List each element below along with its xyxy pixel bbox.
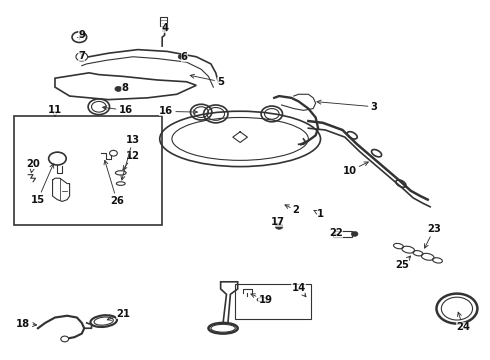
Text: 16: 16: [102, 105, 133, 115]
Text: 9: 9: [78, 30, 85, 40]
Text: 11: 11: [48, 105, 62, 117]
Text: 8: 8: [119, 83, 128, 93]
Circle shape: [72, 32, 87, 42]
Text: 21: 21: [107, 309, 130, 320]
Text: 14: 14: [292, 283, 306, 297]
Circle shape: [76, 53, 88, 61]
Text: 7: 7: [78, 51, 85, 61]
Text: 2: 2: [285, 205, 299, 215]
Bar: [14, 116, 162, 225]
Bar: [160, 18, 167, 26]
Text: 4: 4: [161, 23, 168, 33]
Circle shape: [351, 231, 358, 237]
Text: 25: 25: [395, 256, 411, 270]
Bar: [235, 284, 311, 319]
Text: 26: 26: [104, 161, 124, 206]
Text: 22: 22: [330, 228, 343, 238]
Text: 13: 13: [121, 135, 140, 180]
Text: 3: 3: [317, 100, 378, 112]
Text: 6: 6: [181, 52, 188, 62]
Circle shape: [115, 86, 122, 91]
Circle shape: [61, 336, 69, 342]
Text: 10: 10: [343, 162, 368, 176]
Circle shape: [178, 54, 185, 59]
Text: 19: 19: [251, 294, 272, 305]
Text: 24: 24: [456, 312, 470, 332]
Text: 1: 1: [314, 209, 324, 219]
Text: 16: 16: [159, 107, 197, 116]
Circle shape: [275, 224, 283, 229]
Text: 23: 23: [424, 224, 441, 248]
Text: 20: 20: [26, 159, 40, 173]
Text: 5: 5: [190, 74, 224, 87]
Text: 17: 17: [271, 217, 285, 227]
Text: 12: 12: [123, 151, 140, 170]
Text: 18: 18: [16, 319, 37, 329]
Bar: [333, 231, 352, 237]
Text: 15: 15: [31, 164, 54, 204]
